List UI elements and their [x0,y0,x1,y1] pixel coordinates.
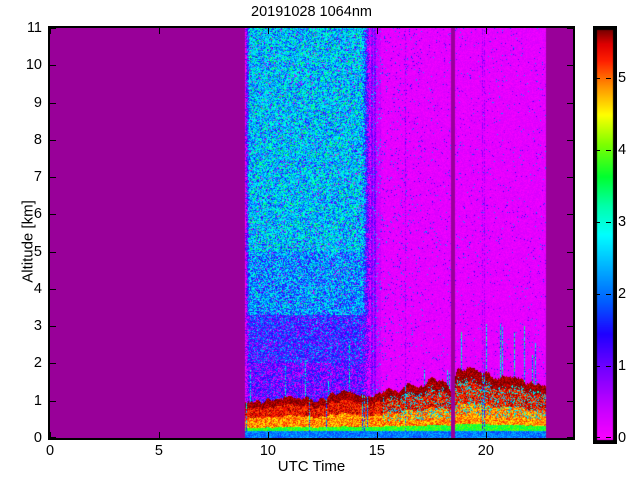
x-tick-5 [158,432,160,438]
y-tick-right-6 [567,214,573,216]
colorbar-gradient [593,26,617,444]
colorbar-ticklabel-2: 2 [618,286,627,303]
x-tick-top-0 [50,28,51,34]
y-tick-4 [50,288,56,290]
y-tick-right-3 [567,326,573,328]
y-tick-10 [50,65,56,67]
x-ticklabel-0: 0 [45,443,55,459]
colorbar-ticklabel-3: 3 [618,214,627,231]
colorbar-tick-left-4 [595,150,600,152]
colorbar-ticklabel-1: 1 [618,358,627,375]
y-tick-right-10 [567,65,573,67]
y-ticklabel-9: 9 [33,94,42,111]
y-tick-2 [50,363,56,365]
y-tick-right-0 [567,437,573,438]
page-title: 20191028 1064nm [251,4,372,20]
y-ticklabel-8: 8 [33,131,42,148]
colorbar-tick-right-4 [606,150,611,152]
y-tick-7 [50,177,56,179]
colorbar-tick-left-0 [595,437,600,438]
colorbar [593,26,617,444]
y-tick-right-8 [567,139,573,141]
y-tick-11 [50,28,56,29]
x-axis-label: UTC Time [277,458,346,475]
x-tick-15 [376,432,378,438]
colorbar-tick-right-0 [606,437,611,438]
y-tick-0 [50,437,56,438]
x-tick-top-15 [376,28,378,34]
y-tick-right-2 [567,363,573,365]
x-tick-top-5 [158,28,160,34]
y-ticklabel-7: 7 [33,169,42,186]
y-tick-9 [50,102,56,104]
colorbar-ticklabel-0: 0 [618,430,627,446]
colorbar-ticklabel-4: 4 [618,142,627,159]
x-ticklabel-5: 5 [154,443,163,459]
y-tick-right-9 [567,102,573,104]
y-tick-right-1 [567,400,573,402]
heatmap-canvas [50,28,573,438]
heatmap-plot-area [48,26,575,440]
colorbar-tick-right-3 [606,222,611,224]
colorbar-tick-left-1 [595,366,600,368]
y-ticklabel-10: 10 [25,57,42,74]
y-tick-right-5 [567,251,573,253]
x-tick-top-20 [485,28,487,34]
x-tick-10 [267,432,269,438]
colorbar-ticklabel-5: 5 [618,70,627,87]
y-ticklabel-3: 3 [33,318,42,335]
y-ticklabel-2: 2 [33,355,42,372]
x-ticklabel-10: 10 [259,443,276,459]
y-tick-right-11 [567,28,573,29]
y-tick-5 [50,251,56,253]
x-tick-0 [50,432,51,438]
colorbar-tick-right-1 [606,366,611,368]
y-ticklabel-0: 0 [33,430,42,446]
y-tick-right-4 [567,288,573,290]
colorbar-tick-left-3 [595,222,600,224]
y-tick-3 [50,326,56,328]
y-ticklabel-1: 1 [33,392,42,409]
y-axis-label: Altitude [km] [19,200,37,283]
colorbar-tick-right-2 [606,294,611,296]
colorbar-tick-right-5 [606,78,611,80]
y-ticklabel-11: 11 [26,20,42,36]
x-tick-20 [485,432,487,438]
y-ticklabel-4: 4 [33,280,42,297]
x-ticklabel-20: 20 [477,443,494,459]
y-tick-8 [50,139,56,141]
y-tick-right-7 [567,177,573,179]
x-ticklabel-15: 15 [368,443,385,459]
y-tick-1 [50,400,56,402]
y-tick-6 [50,214,56,216]
colorbar-tick-left-2 [595,294,600,296]
colorbar-tick-left-5 [595,78,600,80]
y-ticklabel-5: 5 [33,243,42,260]
y-ticklabel-6: 6 [33,206,42,223]
x-tick-top-10 [267,28,269,34]
